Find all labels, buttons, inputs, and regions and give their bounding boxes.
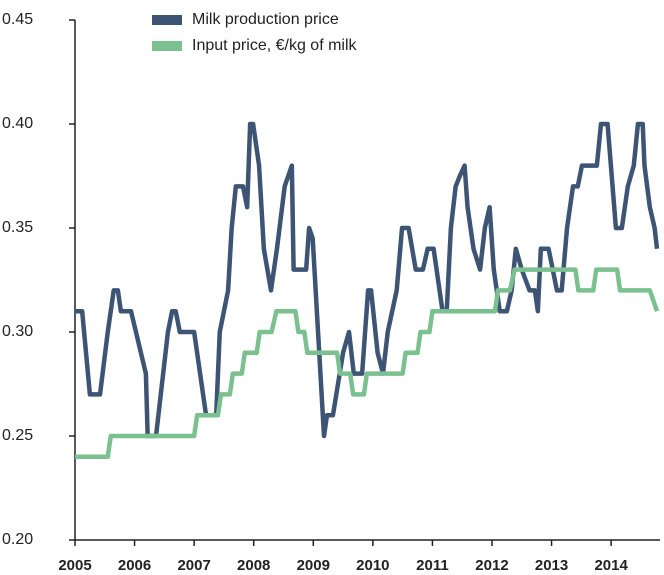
legend-swatch <box>152 41 182 51</box>
y-tick-label: 0.40 <box>2 115 33 132</box>
y-tick-label: 0.25 <box>2 427 33 444</box>
x-tick-label: 2006 <box>118 557 151 574</box>
x-tick-label: 2009 <box>297 557 330 574</box>
x-tick-label: 2008 <box>237 557 270 574</box>
series-line <box>75 267 660 460</box>
legend-swatch <box>152 15 182 25</box>
y-tick-label: 0.20 <box>2 531 33 548</box>
x-tick-label: 2013 <box>535 557 568 574</box>
y-tick-label: 0.35 <box>2 219 33 236</box>
x-tick-label: 2012 <box>475 557 508 574</box>
x-tick-label: 2005 <box>58 557 91 574</box>
x-tick-label: 2010 <box>356 557 389 574</box>
legend-label: Input price, €/kg of milk <box>192 37 358 54</box>
x-tick-label: 2011 <box>416 557 449 574</box>
legend-label: Milk production price <box>192 11 339 28</box>
x-tick-label: 2007 <box>177 557 210 574</box>
x-tick-label: 2014 <box>594 557 628 574</box>
y-tick-label: 0.45 <box>2 11 33 28</box>
y-tick-label: 0.30 <box>2 323 33 340</box>
